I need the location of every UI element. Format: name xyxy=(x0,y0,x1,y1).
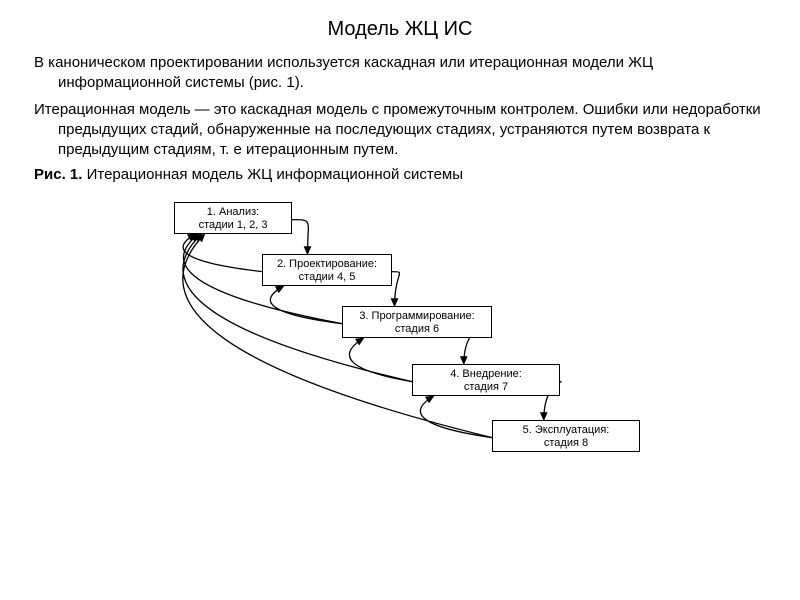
flowchart-node: 3. Программирование: стадия 6 xyxy=(342,306,492,338)
paragraph-1: В каноническом проектировании использует… xyxy=(34,53,766,94)
iterative-model-diagram: 1. Анализ: стадии 1, 2, 3 2. Проектирован… xyxy=(34,198,766,498)
page-title: Модель ЖЦ ИС xyxy=(34,18,766,41)
diagram-arrows xyxy=(34,198,766,498)
figure-caption-text: Итерационная модель ЖЦ информационной си… xyxy=(82,166,463,183)
flowchart-node: 5. Эксплуатация: стадия 8 xyxy=(492,420,640,452)
flowchart-node: 2. Проектирование: стадии 4, 5 xyxy=(262,254,392,286)
figure-caption: Рис. 1. Итерационная модель ЖЦ информаци… xyxy=(34,166,766,183)
figure-caption-bold: Рис. 1. xyxy=(34,166,82,183)
flowchart-node: 1. Анализ: стадии 1, 2, 3 xyxy=(174,202,292,234)
flowchart-node: 4. Внедрение: стадия 7 xyxy=(412,364,560,396)
paragraph-2: Итерационная модель — это каскадная моде… xyxy=(34,100,766,161)
